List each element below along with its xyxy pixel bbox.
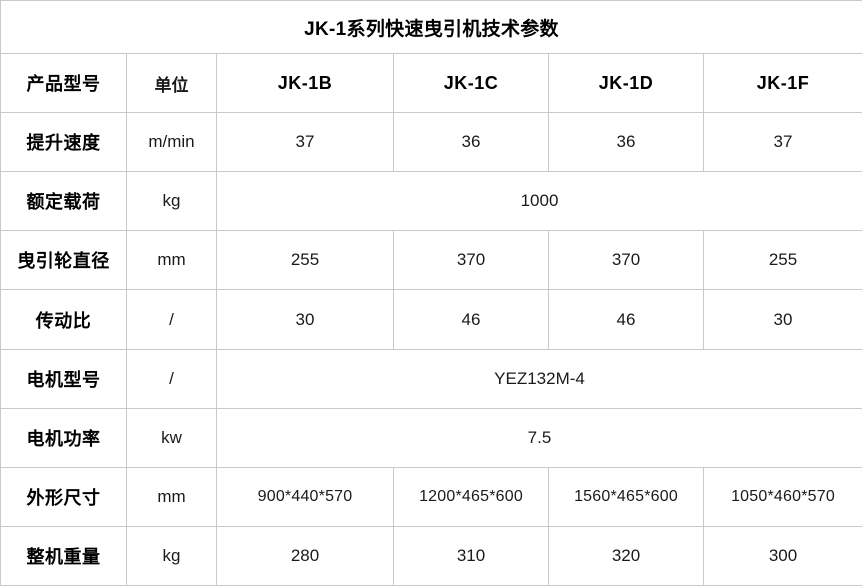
table-title-row: JK-1系列快速曳引机技术参数 xyxy=(0,0,862,55)
row-label: 电机型号 xyxy=(0,348,127,409)
row-unit: m/min xyxy=(126,112,217,173)
header-unit-label: 单位 xyxy=(126,53,217,114)
table-row: 传动比 / 30 46 46 30 xyxy=(0,289,862,350)
table-row: 电机型号 / YEZ132M-4 xyxy=(0,348,862,409)
row-unit: kg xyxy=(126,525,217,586)
table-row: 外形尺寸 mm 900*440*570 1200*465*600 1560*46… xyxy=(0,466,862,527)
row-value: 36 xyxy=(393,112,549,173)
row-label: 提升速度 xyxy=(0,112,127,173)
row-label: 传动比 xyxy=(0,289,127,350)
row-value: 370 xyxy=(393,230,549,291)
table-header-row: 产品型号 单位 JK-1B JK-1C JK-1D JK-1F xyxy=(0,53,862,114)
row-unit: mm xyxy=(126,230,217,291)
header-model-jk1b: JK-1B xyxy=(216,53,394,114)
row-unit: mm xyxy=(126,466,217,527)
row-value: 1560*465*600 xyxy=(548,466,704,527)
row-value: 900*440*570 xyxy=(216,466,394,527)
row-value: 310 xyxy=(393,525,549,586)
row-label: 曳引轮直径 xyxy=(0,230,127,291)
row-value: 30 xyxy=(216,289,394,350)
row-label: 额定载荷 xyxy=(0,171,127,232)
table-row: 曳引轮直径 mm 255 370 370 255 xyxy=(0,230,862,291)
table-row: 整机重量 kg 280 310 320 300 xyxy=(0,525,862,586)
table-row: 提升速度 m/min 37 36 36 37 xyxy=(0,112,862,173)
table-row: 电机功率 kw 7.5 xyxy=(0,407,862,468)
row-value: 255 xyxy=(703,230,862,291)
row-value-merged: 7.5 xyxy=(216,407,862,468)
row-value: 30 xyxy=(703,289,862,350)
row-value: 1200*465*600 xyxy=(393,466,549,527)
row-value: 46 xyxy=(548,289,704,350)
header-model-jk1d: JK-1D xyxy=(548,53,704,114)
row-unit: / xyxy=(126,289,217,350)
row-value-merged: 1000 xyxy=(216,171,862,232)
row-label: 外形尺寸 xyxy=(0,466,127,527)
row-value-merged: YEZ132M-4 xyxy=(216,348,862,409)
row-value: 37 xyxy=(216,112,394,173)
row-value: 320 xyxy=(548,525,704,586)
row-unit: / xyxy=(126,348,217,409)
row-label: 整机重量 xyxy=(0,525,127,586)
row-value: 46 xyxy=(393,289,549,350)
row-value: 255 xyxy=(216,230,394,291)
row-value: 1050*460*570 xyxy=(703,466,862,527)
header-model-jk1c: JK-1C xyxy=(393,53,549,114)
row-unit: kg xyxy=(126,171,217,232)
row-unit: kw xyxy=(126,407,217,468)
row-value: 280 xyxy=(216,525,394,586)
table-title: JK-1系列快速曳引机技术参数 xyxy=(0,0,862,55)
row-value: 37 xyxy=(703,112,862,173)
row-value: 370 xyxy=(548,230,704,291)
row-label: 电机功率 xyxy=(0,407,127,468)
header-parameter-label: 产品型号 xyxy=(0,53,127,114)
row-value: 300 xyxy=(703,525,862,586)
row-value: 36 xyxy=(548,112,704,173)
table-row: 额定载荷 kg 1000 xyxy=(0,171,862,232)
header-model-jk1f: JK-1F xyxy=(703,53,862,114)
